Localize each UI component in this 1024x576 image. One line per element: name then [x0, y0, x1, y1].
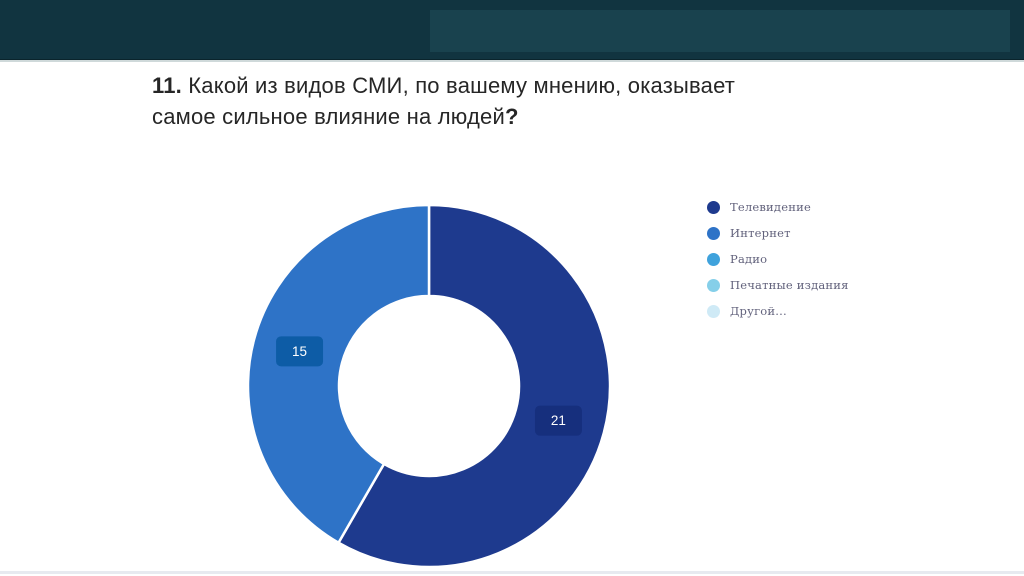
legend-label: Интернет — [730, 226, 791, 240]
legend-swatch-icon — [707, 304, 720, 318]
donut-chart: 21 15 — [244, 201, 614, 571]
question-title: 11. Какой из видов СМИ, по вашему мнению… — [152, 70, 786, 132]
data-label-badge-0: 21 — [534, 405, 582, 436]
legend-label: Печатные издания — [730, 278, 849, 292]
donut-chart-svg: 21 15 — [246, 203, 612, 569]
question-number: 11. — [152, 73, 182, 98]
legend-label: Телевидение — [730, 200, 811, 214]
top-bar-inset-panel — [430, 10, 1010, 52]
top-bar-divider — [0, 60, 1024, 62]
question-text: Какой из видов СМИ, по вашему мнению, ок… — [152, 73, 736, 129]
donut-segment-1 — [246, 203, 431, 545]
slide-bottom-edge — [0, 571, 1024, 574]
svg-text:21: 21 — [551, 413, 566, 428]
question-mark: ? — [504, 104, 519, 129]
legend-label: Другой... — [730, 304, 787, 318]
legend-swatch-icon — [707, 278, 720, 292]
svg-text:15: 15 — [292, 344, 307, 359]
legend-item-television: Телевидение — [707, 194, 849, 220]
legend-item-other: Другой... — [707, 298, 849, 324]
window-top-bar — [0, 0, 1024, 60]
legend-swatch-icon — [707, 252, 720, 266]
chart-legend: Телевидение Интернет Радио Печатные изда… — [707, 194, 849, 324]
legend-item-print: Печатные издания — [707, 272, 849, 298]
legend-item-radio: Радио — [707, 246, 849, 272]
legend-item-internet: Интернет — [707, 220, 849, 246]
legend-label: Радио — [730, 252, 768, 266]
data-label-badge-1: 15 — [276, 336, 324, 367]
legend-swatch-icon — [707, 226, 720, 240]
legend-swatch-icon — [707, 200, 720, 214]
donut-segment-0 — [337, 203, 612, 569]
